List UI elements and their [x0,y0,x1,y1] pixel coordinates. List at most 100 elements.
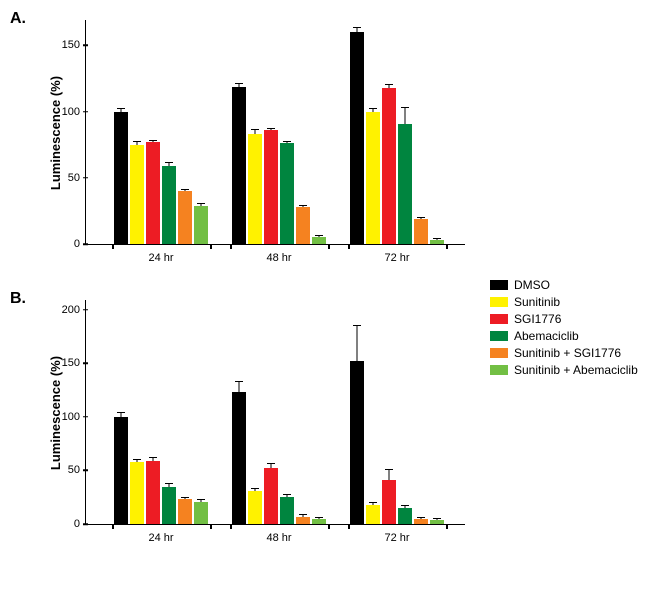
legend-item: Sunitinib [490,295,638,309]
error-cap [165,483,173,484]
legend-item: DMSO [490,278,638,292]
bar [146,142,160,244]
error-bar [357,326,358,361]
bar [366,112,380,244]
error-cap [353,325,361,326]
error-bar [137,460,138,462]
error-bar [271,464,272,468]
error-bar [255,489,256,491]
error-bar [185,190,186,191]
error-bar [357,28,358,32]
bar [194,502,208,525]
panel-A: A. Luminescence (%)05010015024 hr48 hr72 … [10,10,640,290]
legend-item: Sunitinib + SGI1776 [490,346,638,360]
error-bar [169,163,170,166]
error-cap [353,27,361,28]
bar [414,519,428,524]
y-tick: 150 [62,357,86,369]
error-bar [255,130,256,134]
error-cap [117,412,125,413]
bar [178,191,192,244]
error-bar [201,500,202,501]
bar [350,32,364,244]
bar [398,508,412,524]
error-bar [153,458,154,461]
bar [264,468,278,524]
x-tick-mark [230,524,232,529]
x-tick-label: 48 hr [266,244,291,264]
error-cap [133,459,141,460]
bar [382,480,396,524]
x-tick-mark [328,524,330,529]
bar [194,206,208,244]
legend-item: Sunitinib + Abemaciclib [490,363,638,377]
bar [430,520,444,524]
error-cap [181,189,189,190]
error-bar [437,239,438,240]
legend: DMSOSunitinibSGI1776AbemaciclibSunitinib… [490,275,638,380]
bar [280,497,294,524]
error-bar [137,142,138,145]
error-cap [149,140,157,141]
bar [232,87,246,245]
error-cap [267,128,275,129]
error-bar [121,109,122,112]
x-tick-mark [446,524,448,529]
x-tick-mark [230,244,232,249]
legend-swatch [490,314,508,324]
x-tick-mark [210,244,212,249]
bar [114,417,128,524]
bar [312,237,326,244]
error-cap [433,238,441,239]
error-bar [389,85,390,88]
error-bar [373,503,374,505]
error-bar [319,236,320,237]
error-cap [369,502,377,503]
error-bar [421,218,422,219]
x-tick-label: 72 hr [384,244,409,264]
error-cap [369,108,377,109]
error-cap [315,517,323,518]
x-tick-mark [328,244,330,249]
bar [382,88,396,244]
legend-swatch [490,348,508,358]
error-bar [169,484,170,486]
panel-label: B. [10,290,26,308]
bar [248,491,262,524]
error-cap [165,162,173,163]
plot-area: Luminescence (%)05010015020024 hr48 hr72… [85,300,465,525]
legend-label: Sunitinib + SGI1776 [514,346,621,360]
bar [130,145,144,244]
legend-swatch [490,280,508,290]
x-tick-mark [348,524,350,529]
error-cap [197,499,205,500]
x-tick-label: 24 hr [148,244,173,264]
bar [162,166,176,244]
error-bar [271,129,272,130]
bar [312,519,326,524]
bar [248,134,262,244]
error-bar [239,84,240,87]
error-bar [437,519,438,520]
error-bar [303,206,304,207]
panel-label: A. [10,10,26,28]
error-cap [315,235,323,236]
legend-label: Sunitinib [514,295,560,309]
error-cap [181,497,189,498]
error-bar [239,382,240,393]
error-bar [287,495,288,497]
bar [350,361,364,524]
bar [162,487,176,525]
error-cap [133,141,141,142]
error-cap [385,84,393,85]
x-tick-mark [112,244,114,249]
plot-area: Luminescence (%)05010015024 hr48 hr72 hr [85,20,465,245]
y-axis-label: Luminescence (%) [48,75,63,189]
error-bar [287,142,288,143]
error-bar [405,506,406,508]
error-cap [197,203,205,204]
bar [146,461,160,524]
error-cap [283,494,291,495]
y-tick: 100 [62,411,86,423]
error-cap [401,107,409,108]
